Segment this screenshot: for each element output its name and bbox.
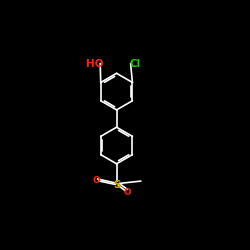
Text: O: O (123, 188, 131, 197)
Text: Cl: Cl (129, 59, 140, 69)
Text: HO: HO (86, 59, 103, 69)
Text: S: S (113, 180, 120, 190)
Text: O: O (92, 176, 100, 185)
